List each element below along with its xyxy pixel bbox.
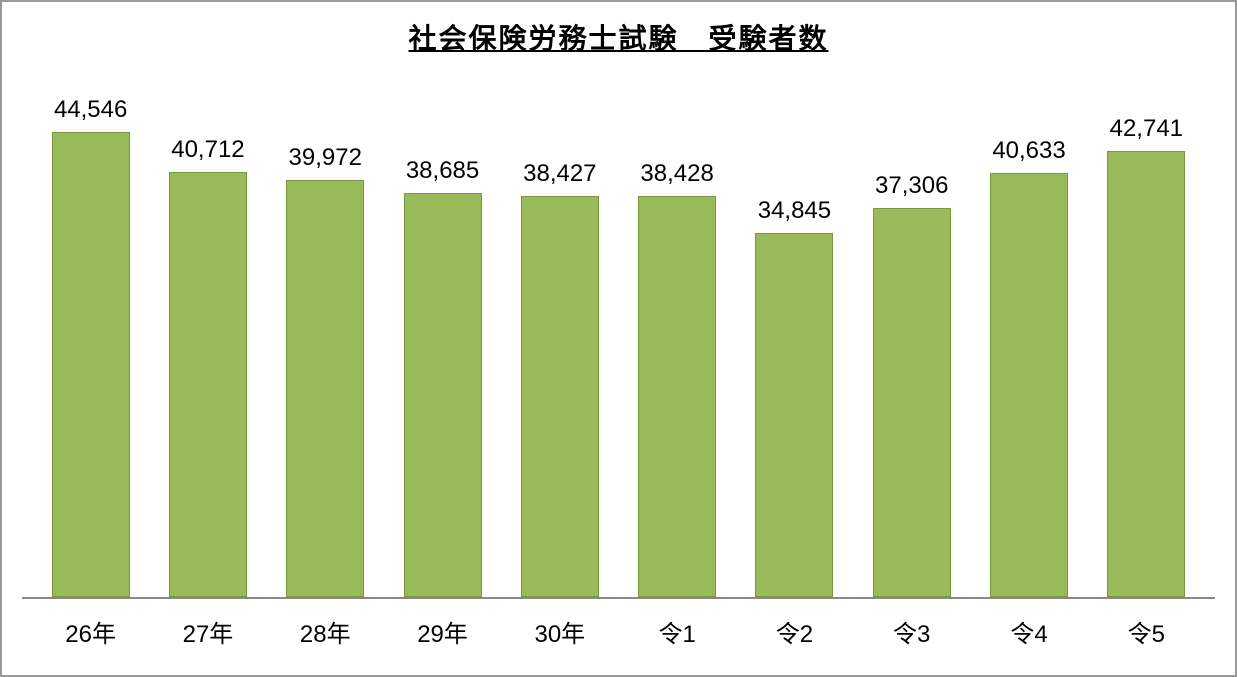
bar-group: 42,741	[1088, 67, 1205, 597]
x-axis-label: 27年	[149, 614, 266, 649]
x-axis-label: 26年	[32, 614, 149, 649]
bar	[755, 233, 833, 597]
bar	[873, 208, 951, 597]
x-axis-label: 令5	[1088, 614, 1205, 649]
bar-value-label: 38,428	[640, 160, 713, 188]
bar-group: 38,685	[384, 67, 501, 597]
x-axis: 26年27年28年29年30年令1令2令3令4令5	[22, 597, 1215, 649]
bar-group: 40,712	[149, 67, 266, 597]
bar	[521, 196, 599, 597]
bar	[638, 196, 716, 597]
bar-group: 39,972	[267, 67, 384, 597]
x-axis-label: 28年	[267, 614, 384, 649]
bar-value-label: 40,633	[992, 137, 1065, 165]
bar-group: 38,427	[501, 67, 618, 597]
bar-group: 40,633	[970, 67, 1087, 597]
bar	[1107, 151, 1185, 597]
x-axis-label: 29年	[384, 614, 501, 649]
x-axis-label: 令1	[618, 614, 735, 649]
bar-value-label: 42,741	[1110, 115, 1183, 143]
x-axis-label: 令4	[970, 614, 1087, 649]
bar-group: 34,845	[736, 67, 853, 597]
bar	[52, 132, 130, 597]
bar-value-label: 38,685	[406, 157, 479, 185]
bar-value-label: 37,306	[875, 172, 948, 200]
bar	[286, 180, 364, 597]
bar	[169, 172, 247, 597]
bar-value-label: 39,972	[289, 144, 362, 172]
bar-value-label: 40,712	[171, 136, 244, 164]
x-axis-label: 30年	[501, 614, 618, 649]
bar-group: 37,306	[853, 67, 970, 597]
bar-value-label: 44,546	[54, 96, 127, 124]
x-axis-label: 令2	[736, 614, 853, 649]
bar-value-label: 34,845	[758, 197, 831, 225]
bar	[404, 193, 482, 597]
bar-group: 38,428	[618, 67, 735, 597]
bar	[990, 173, 1068, 597]
x-axis-label: 令3	[853, 614, 970, 649]
chart-title: 社会保険労務士試験 受験者数	[22, 17, 1215, 57]
chart-container: 社会保険労務士試験 受験者数 44,546 40,712 39,972 38,685 3…	[0, 0, 1237, 677]
bar-value-label: 38,427	[523, 160, 596, 188]
chart-plot-area: 44,546 40,712 39,972 38,685 38,427 38,428 34,8…	[22, 67, 1215, 597]
bar-group: 44,546	[32, 67, 149, 597]
